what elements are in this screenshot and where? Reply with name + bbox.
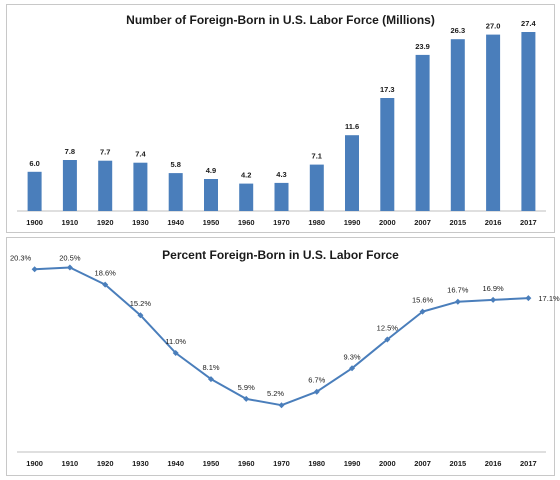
bar-x-tick-1970: 1970 [273, 218, 290, 227]
bar-1980 [309, 164, 324, 211]
bar-chart-panel: Number of Foreign-Born in U.S. Labor For… [6, 4, 555, 233]
bar-value-label-1920: 7.7 [100, 148, 110, 157]
bar-x-tick-2000: 2000 [379, 218, 396, 227]
line-value-label-1960: 5.9% [238, 383, 255, 392]
bar-2016 [486, 34, 501, 211]
line-value-label-2016: 16.9% [482, 284, 504, 293]
bar-value-label-2000: 17.3 [380, 85, 395, 94]
bar-2000 [380, 98, 395, 211]
bar-1940 [168, 173, 183, 211]
line-value-label-1950: 8.1% [202, 363, 219, 372]
line-chart-svg: 20.3% 1900 20.5% 1910 18.6% 1920 15.2% 1930 11.0… [10, 253, 560, 468]
bar-value-label-1950: 4.9 [206, 166, 216, 175]
bar-x-tick-1990: 1990 [344, 218, 361, 227]
line-value-label-2007: 15.6% [412, 296, 434, 305]
line-value-label-2000: 12.5% [377, 324, 399, 333]
line-x-tick-2007: 2007 [414, 459, 431, 468]
bar-x-tick-1920: 1920 [97, 218, 114, 227]
line-x-tick-1940: 1940 [167, 459, 184, 468]
line-x-tick-1920: 1920 [97, 459, 114, 468]
line-x-tick-1990: 1990 [344, 459, 361, 468]
bar-chart-title: Number of Foreign-Born in U.S. Labor For… [126, 13, 435, 27]
line-x-tick-1950: 1950 [203, 459, 220, 468]
line-x-tick-1930: 1930 [132, 459, 149, 468]
line-point-2016 [490, 296, 497, 303]
bar-1950 [204, 179, 218, 211]
bar-1930 [133, 162, 148, 211]
bar-value-label-2016: 27.0 [486, 22, 501, 31]
bar-value-label-1990: 11.6 [345, 122, 359, 131]
bar-1970 [274, 182, 289, 211]
bar-1920 [98, 160, 113, 211]
line-point-1990 [349, 365, 356, 372]
line-value-label-1970: 5.2% [267, 389, 284, 398]
line-x-tick-1960: 1960 [238, 459, 255, 468]
line-point-1950 [207, 376, 214, 383]
bar-x-tick-1940: 1940 [167, 218, 184, 227]
bar-x-tick-1930: 1930 [132, 218, 149, 227]
line-value-label-1920: 18.6% [95, 269, 117, 278]
bar-value-label-2015: 26.3 [451, 26, 466, 35]
bar-chart-svg: 6.0 1900 7.8 1910 7.7 1920 7.4 1930 5.8 1940 4.9 19… [17, 19, 546, 227]
bar-x-tick-2015: 2015 [449, 218, 466, 227]
line-x-tick-1900: 1900 [26, 459, 43, 468]
line-point-1970 [278, 402, 285, 409]
line-point-1960 [243, 395, 250, 402]
line-x-tick-1910: 1910 [62, 459, 79, 468]
bar-1990 [345, 135, 359, 211]
bar-1900 [27, 171, 42, 211]
bar-value-label-1980: 7.1 [312, 152, 322, 161]
line-point-1910 [66, 264, 73, 271]
line-point-2000 [384, 336, 391, 343]
bar-x-tick-2017: 2017 [520, 218, 537, 227]
bar-1910 [62, 160, 77, 211]
bar-2017 [521, 32, 536, 211]
line-point-1930 [137, 312, 144, 319]
bar-value-label-2007: 23.9 [415, 42, 430, 51]
line-x-tick-2015: 2015 [449, 459, 466, 468]
line-point-1940 [172, 350, 179, 356]
line-x-tick-1980: 1980 [308, 459, 325, 468]
line-chart-panel: Percent Foreign-Born in U.S. Labor Force… [6, 237, 560, 476]
line-x-tick-2000: 2000 [379, 459, 396, 468]
bar-2007 [415, 54, 430, 212]
bar-value-label-2017: 27.4 [521, 19, 536, 28]
bar-value-label-1970: 4.3 [276, 170, 286, 179]
line-x-tick-1970: 1970 [273, 459, 290, 468]
line-value-label-1910: 20.5% [59, 254, 81, 263]
bar-x-tick-1900: 1900 [26, 218, 43, 227]
bar-value-label-1910: 7.8 [65, 147, 75, 156]
bar-value-label-1930: 7.4 [135, 150, 146, 159]
line-x-tick-2016: 2016 [485, 459, 502, 468]
line-point-1980 [313, 388, 320, 395]
bar-1960 [239, 183, 254, 211]
bar-value-label-1960: 4.2 [241, 171, 251, 180]
line-point-2015 [454, 298, 461, 305]
line-point-1920 [102, 281, 109, 288]
line-value-label-1930: 15.2% [130, 299, 152, 308]
line-value-label-1980: 6.7% [308, 376, 325, 385]
line-value-label-1940: 11.0% [165, 337, 186, 346]
bar-x-tick-1960: 1960 [238, 218, 255, 227]
bar-x-tick-2007: 2007 [414, 218, 431, 227]
bar-value-label-1900: 6.0 [29, 159, 39, 168]
bar-x-tick-1910: 1910 [62, 218, 79, 227]
line-point-1900 [31, 266, 38, 273]
bar-value-label-1940: 5.8 [170, 160, 180, 169]
line-point-2007 [419, 308, 426, 315]
bar-x-tick-2016: 2016 [485, 218, 502, 227]
bar-x-tick-1950: 1950 [203, 218, 220, 227]
line-point-2017 [525, 295, 532, 302]
line-value-label-1990: 9.3% [343, 352, 360, 361]
bar-x-tick-1980: 1980 [308, 218, 325, 227]
line-value-label-1900: 20.3% [10, 253, 32, 262]
bar-2015 [450, 39, 465, 212]
line-value-label-2017: 17.1% [538, 294, 560, 303]
line-value-label-2015: 16.7% [447, 286, 469, 295]
line-x-tick-2017: 2017 [520, 459, 537, 468]
line-chart-title: Percent Foreign-Born in U.S. Labor Force [162, 248, 399, 262]
